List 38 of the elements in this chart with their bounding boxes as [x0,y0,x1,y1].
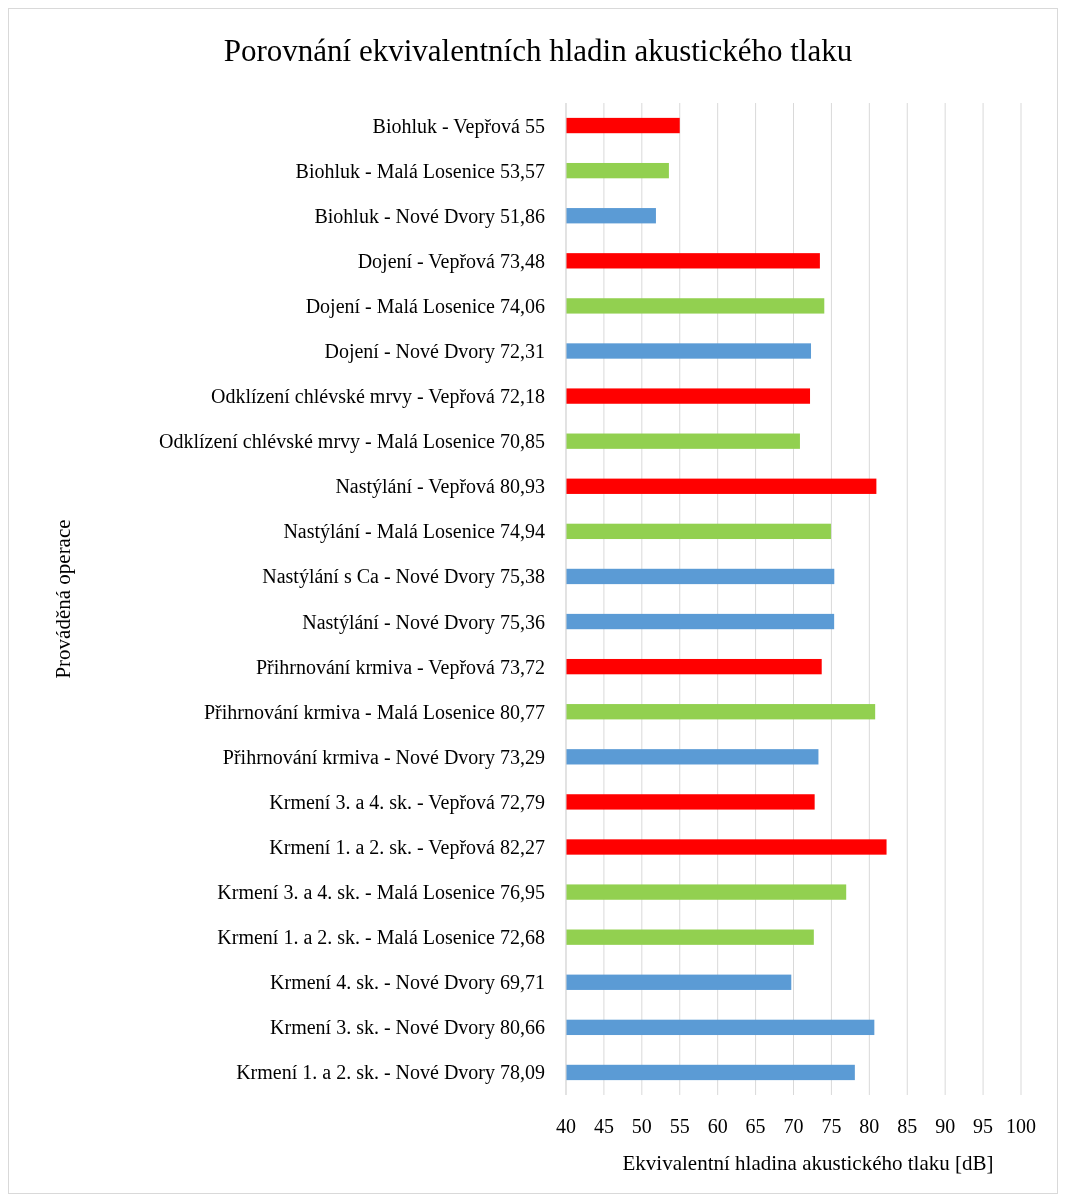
x-tick-label: 90 [935,1115,956,1137]
y-tick-label: Dojení - Nové Dvory 72,31 [324,340,545,363]
y-tick-label: Krmení 3. a 4. sk. - Malá Losenice 76,95 [217,881,545,904]
x-axis-title: Ekvivalentní hladina akustického tlaku [dB] [622,1151,994,1175]
x-tick-label: 65 [745,1115,766,1137]
y-tick-label: Přihrnování krmiva - Malá Losenice 80,77 [203,700,545,723]
y-tick-label: Dojení - Malá Losenice 74,06 [305,294,545,318]
x-tick-label: 55 [669,1115,690,1137]
x-tick-label: 80 [859,1115,880,1137]
y-tick-label: Krmení 3. sk. - Nové Dvory 80,66 [270,1016,545,1040]
y-tick-label: Krmení 1. a 2. sk. - Nové Dvory 78,09 [236,1061,545,1085]
x-tick-label: 40 [556,1115,576,1137]
y-tick-label: Nastýlání - Malá Losenice 74,94 [283,520,545,544]
y-tick-label: Dojení - Vepřová 73,48 [357,249,545,273]
x-tick-label: 45 [593,1115,614,1137]
y-tick-label: Nastýlání - Vepřová 80,93 [335,475,545,499]
y-tick-label: Biohluk - Malá Losenice 53,57 [295,159,545,182]
y-tick-label: Odklízení chlévské mrvy - Malá Losenice 70,85 [159,430,545,454]
x-tick-label: 85 [897,1115,918,1137]
y-tick-label: Nastýlání s Ca - Nové Dvory 75,38 [262,565,545,589]
x-tick-label: 95 [973,1115,994,1137]
x-tick-label: 75 [821,1115,842,1137]
y-tick-label: Přihrnování krmiva - Nové Dvory 73,29 [222,745,545,769]
y-tick-label: Krmení 3. a 4. sk. - Vepřová 72,79 [269,790,545,814]
y-tick-label: Nastýlání - Nové Dvory 75,36 [302,610,545,634]
y-tick-label: Biohluk - Vepřová 55 [372,114,545,138]
x-tick-label: 60 [707,1115,728,1137]
y-tick-label: Biohluk - Nové Dvory 51,86 [314,204,545,228]
y-tick-label: Krmení 4. sk. - Nové Dvory 69,71 [270,971,545,995]
x-tick-label: 100 [1006,1115,1036,1137]
y-tick-label: Přihrnování krmiva - Vepřová 73,72 [255,655,545,679]
y-axis-title: Prováděná operace [51,519,75,679]
x-tick-label: 70 [783,1115,804,1137]
y-tick-label: Krmení 1. a 2. sk. - Vepřová 82,27 [269,836,545,859]
chart-title: Porovnání ekvivalentních hladin akustického tlaku [223,33,853,68]
y-tick-label: Krmení 1. a 2. sk. - Malá Losenice 72,68 [217,926,545,949]
x-tick-label: 50 [631,1115,652,1137]
y-tick-label: Odklízení chlévské mrvy - Vepřová 72,18 [211,385,545,409]
